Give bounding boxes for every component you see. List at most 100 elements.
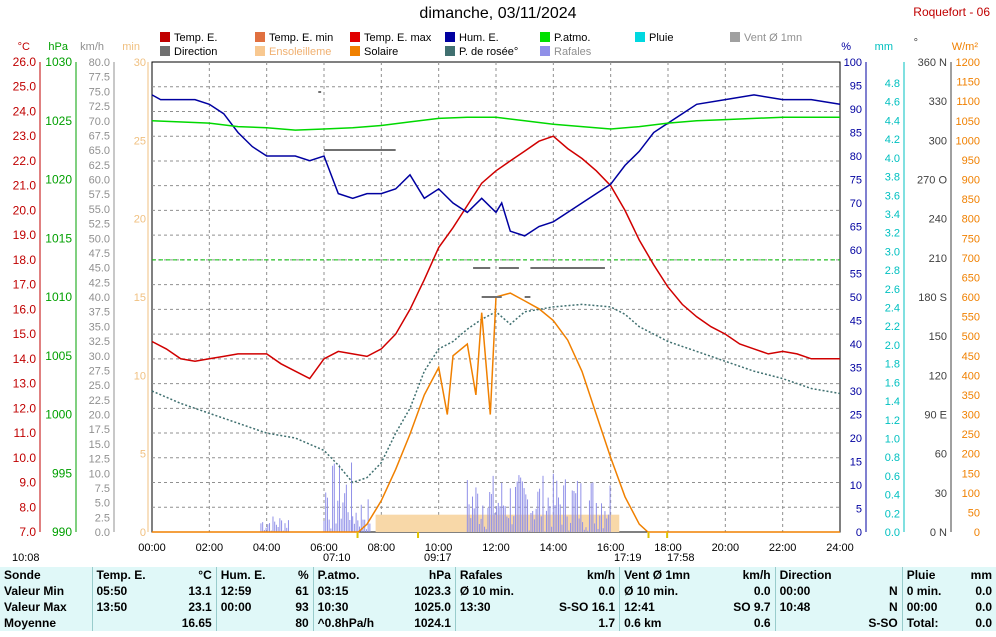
wind-tick-label: 80.0: [89, 57, 110, 69]
solaire-line: [152, 292, 840, 533]
press-tick-label: 990: [52, 525, 72, 539]
hum-tick-label: 0: [856, 527, 862, 539]
legend-label: Temp. E. max: [364, 32, 432, 44]
hum-tick-label: 80: [850, 151, 862, 163]
temp-unit: °C: [18, 41, 30, 53]
cell: S-SO 16.1: [559, 600, 616, 614]
wind-tick-label: 27.5: [89, 365, 110, 377]
legend-label: Ensoleilleme: [269, 46, 332, 58]
rain-tick-label: 4.4: [885, 115, 900, 127]
wind-tick-label: 7.5: [95, 483, 110, 495]
hum-unit: %: [841, 41, 851, 53]
legend-swatch: [730, 32, 740, 42]
rain-tick-label: 0.6: [885, 471, 900, 483]
dir-tick-label: 60: [935, 449, 947, 461]
chart-title: dimanche, 03/11/2024: [419, 5, 577, 22]
x-tick-label: 00:00: [138, 542, 166, 554]
legend-item: Temp. E. max: [350, 32, 431, 44]
wind-tick-label: 5.0: [95, 498, 110, 510]
rain-tick-label: 2.2: [885, 321, 900, 333]
dir-tick-label: 300: [929, 135, 947, 147]
rain-tick-label: 2.8: [885, 265, 900, 277]
wind-tick-label: 72.5: [89, 101, 110, 113]
cell: 0.0: [975, 600, 992, 614]
legend-label: Temp. E.: [174, 32, 218, 44]
solar-tick-label: 200: [962, 449, 980, 461]
rain-tick-label: 1.8: [885, 359, 900, 371]
press-tick-label: 1005: [45, 349, 72, 363]
temp-tick-label: 16.0: [13, 302, 37, 316]
hd-dir: Direction: [774, 567, 854, 583]
hum-tick-label: 20: [850, 433, 862, 445]
wind-tick-label: 42.5: [89, 277, 110, 289]
rain-tick-label: 1.6: [885, 377, 900, 389]
x-tick-label: 14:00: [540, 542, 568, 554]
temp-tick-label: 14.0: [13, 352, 37, 366]
dir-tick-label: 330: [929, 96, 947, 108]
cell: 12:59: [215, 583, 285, 599]
x-tick-label: 18:00: [654, 542, 682, 554]
legend-label: Solaire: [364, 46, 399, 58]
solar-tick-label: 650: [962, 272, 980, 284]
solar-tick-label: 450: [962, 351, 980, 363]
temp-tick-label: 12.0: [13, 401, 37, 415]
wind-tick-label: 52.5: [89, 219, 110, 231]
temp-tick-label: 22.0: [13, 154, 37, 168]
solar-tick-label: 400: [962, 370, 980, 382]
cell: 80: [295, 616, 309, 630]
rain-tick-label: 1.0: [885, 433, 900, 445]
rain-tick-label: 1.2: [885, 415, 900, 427]
hd-rain: Pluie: [901, 567, 958, 583]
legend-label: P. de rosée°: [459, 46, 519, 58]
cell: 1024.1: [414, 616, 451, 630]
hum-tick-label: 5: [856, 504, 862, 516]
cell: [215, 615, 285, 631]
wind-tick-label: 65.0: [89, 145, 110, 157]
legend-label: P.atmo.: [554, 32, 591, 44]
hd-gust: Rafales: [454, 567, 537, 583]
cell: 0.0: [598, 584, 616, 598]
cell: Ø 10 min.: [619, 583, 716, 599]
temp-tick-label: 20.0: [13, 203, 37, 217]
legend-label: Pluie: [649, 32, 674, 44]
press-tick-label: 1015: [45, 231, 72, 245]
hum-tick-label: 95: [850, 81, 862, 93]
temp-tick-label: 19.0: [13, 228, 37, 242]
temp-tick-label: 7.0: [19, 525, 36, 539]
cell: 13:30: [454, 599, 537, 615]
cell: 0.6: [753, 616, 771, 630]
dir-unit: °: [914, 37, 918, 49]
legend-swatch: [350, 32, 360, 42]
hd-temp-unit: °C: [198, 568, 212, 582]
dir-tick-label: 30: [935, 488, 947, 500]
hd-gust-unit: km/h: [587, 568, 616, 582]
legend-label: Rafales: [554, 46, 592, 58]
legend-swatch: [635, 32, 645, 42]
dir-tick-label: 180 S: [918, 292, 947, 304]
dir-tick-label: 360 N: [918, 57, 947, 69]
temp-tick-label: 15.0: [13, 327, 37, 341]
hd-rain-unit: mm: [970, 568, 992, 582]
wind-tick-label: 17.5: [89, 424, 110, 436]
dir-tick-label: 240: [929, 214, 947, 226]
rain-tick-label: 2.6: [885, 284, 900, 296]
cell: 93: [295, 600, 309, 614]
solar-tick-label: 1000: [956, 135, 980, 147]
solar-tick-label: 950: [962, 155, 980, 167]
wind-tick-label: 50.0: [89, 233, 110, 245]
sun-tick-label: 5: [140, 449, 146, 461]
solar-tick-label: 0: [974, 527, 980, 539]
legend-item: Hum. E.: [445, 32, 499, 44]
moon-time: 10:08: [12, 552, 40, 564]
legend-label: Temp. E. min: [269, 32, 334, 44]
stats-row-min: Valeur Min 05:50 13.1 12:59 61 03:15 102…: [0, 583, 996, 599]
temp-tick-label: 11.0: [14, 426, 37, 440]
sun-tick-label: 30: [134, 57, 146, 69]
cell: 13.1: [188, 584, 212, 598]
rain-tick-label: 3.8: [885, 172, 900, 184]
dir-tick-label: 270 O: [917, 175, 947, 187]
wind-tick-label: 77.5: [89, 72, 110, 84]
solar-tick-label: 1050: [956, 116, 980, 128]
solar-tick-label: 1100: [956, 96, 980, 108]
press-tick-label: 1020: [45, 173, 72, 187]
